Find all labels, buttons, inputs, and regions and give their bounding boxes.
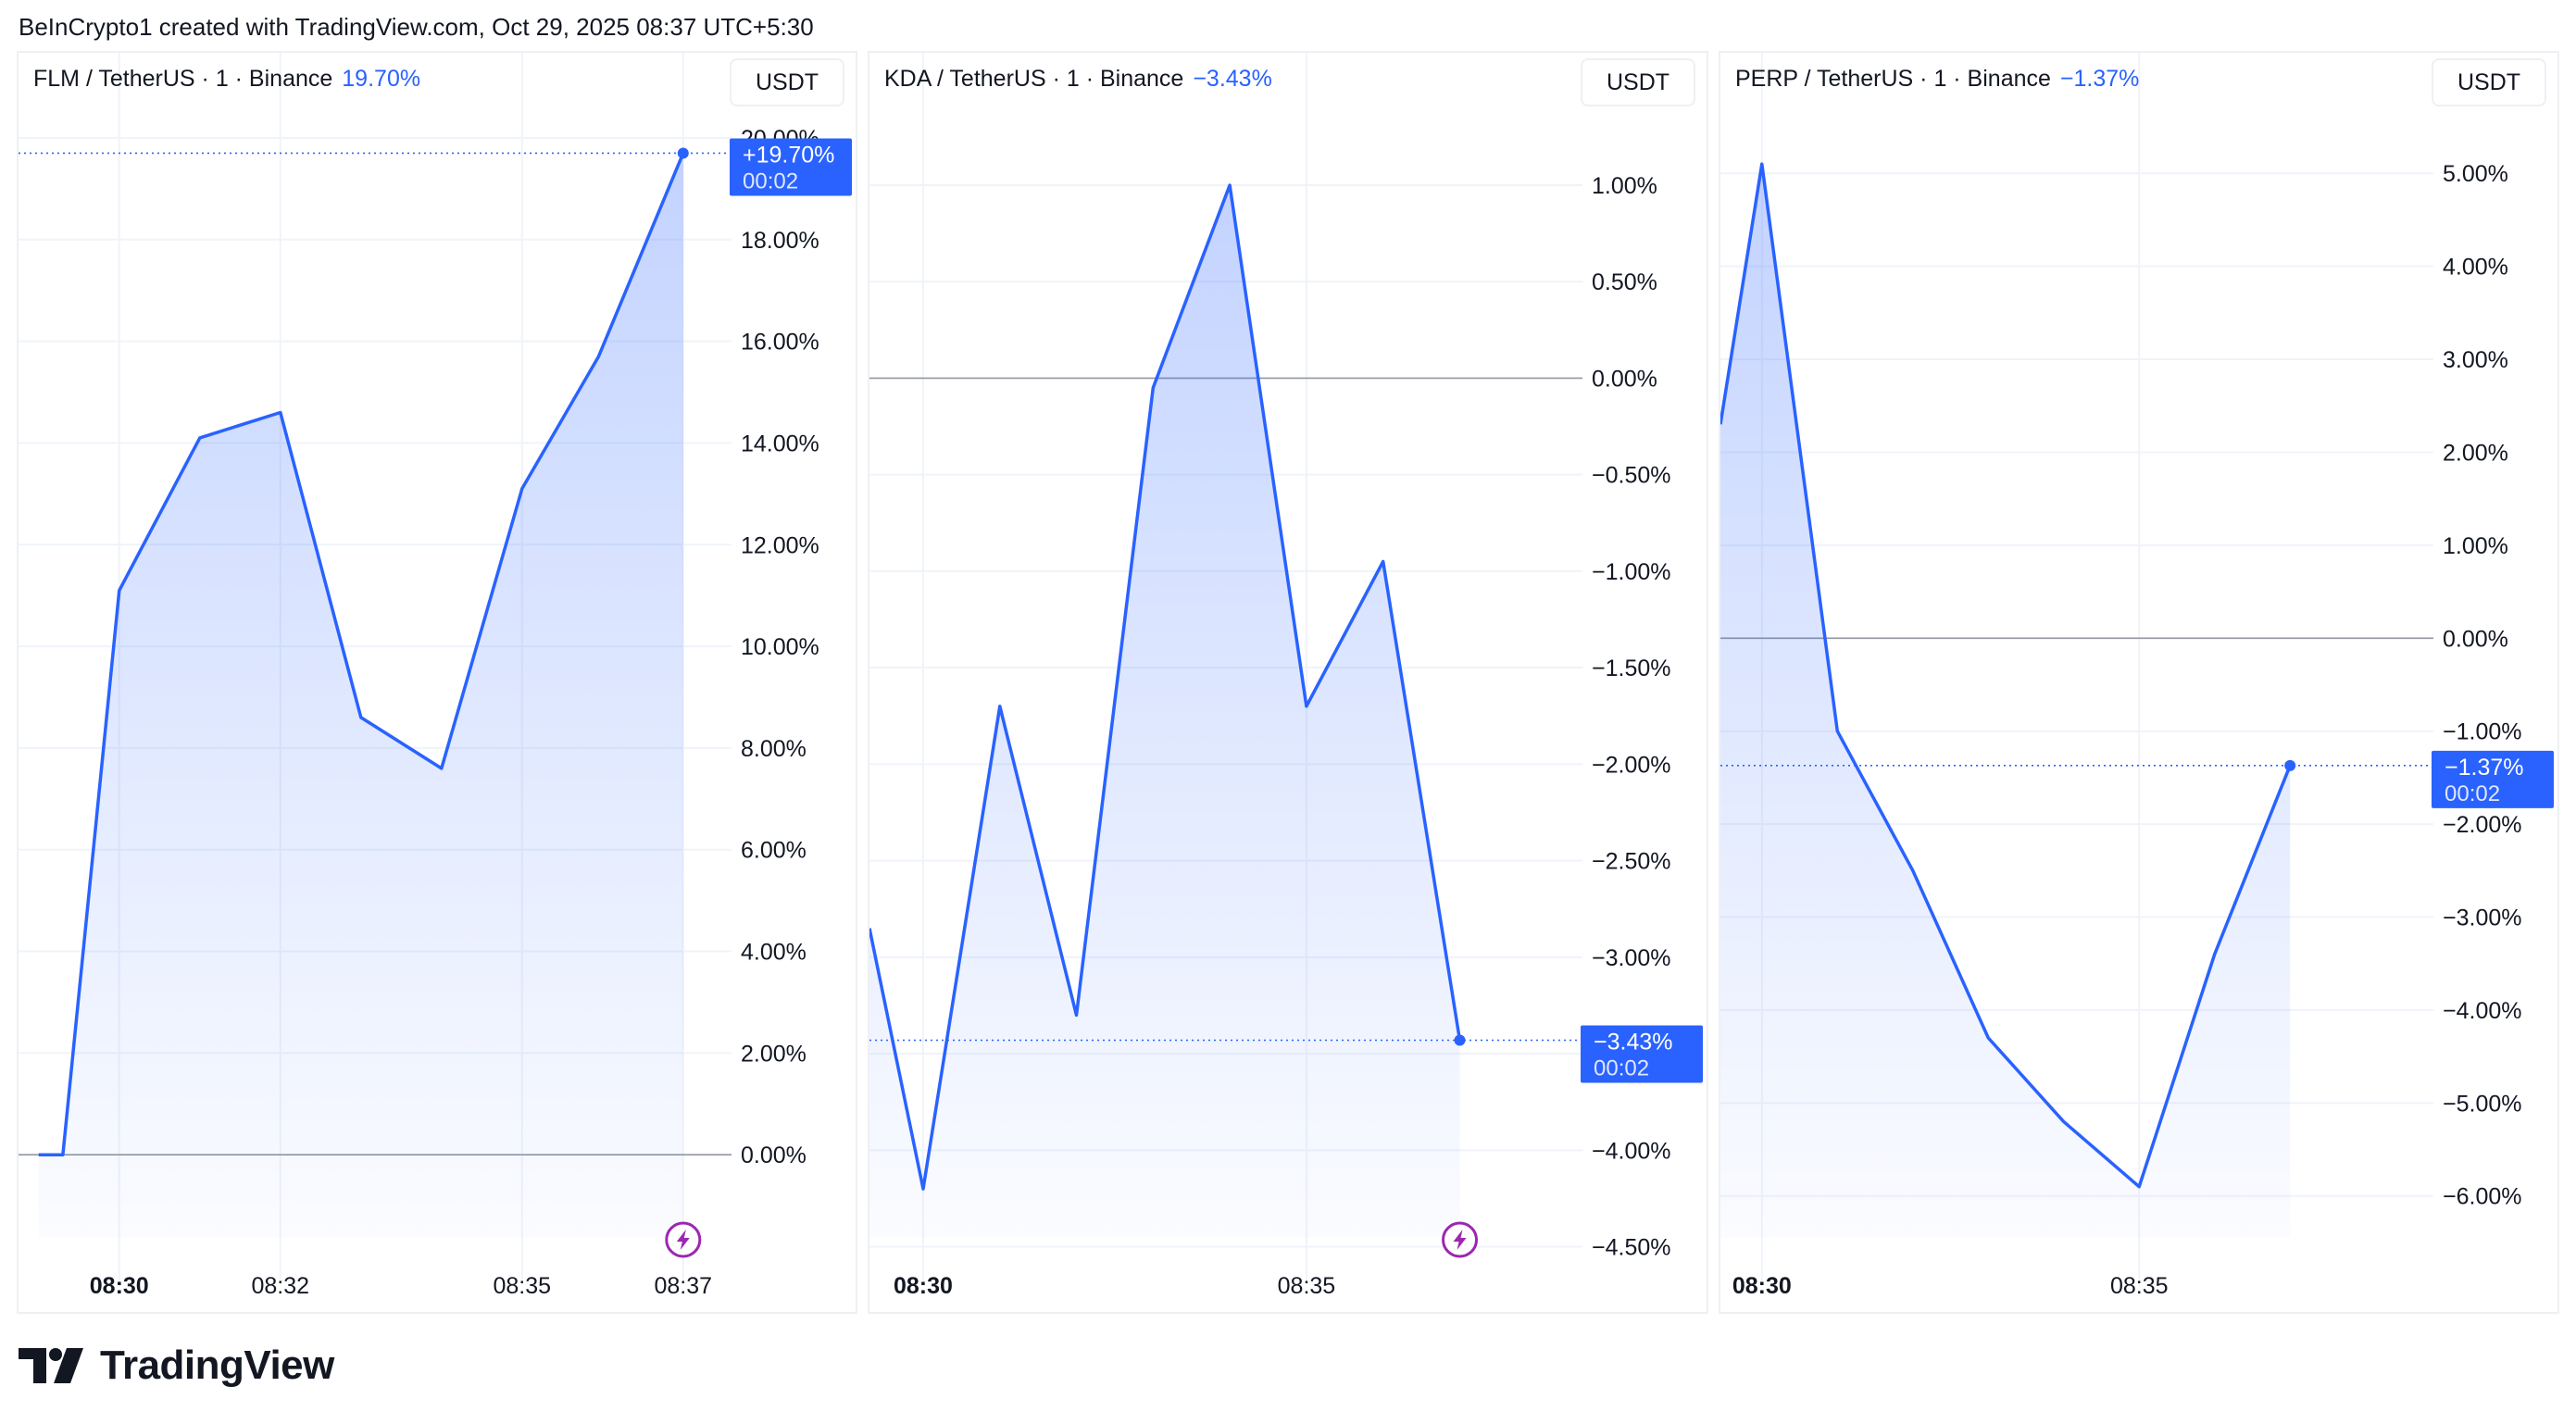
y-tick-label: 2.00% bbox=[2443, 440, 2508, 466]
y-tick-label: 18.00% bbox=[741, 228, 819, 254]
countdown-label: 00:02 bbox=[2445, 781, 2500, 806]
y-tick-label: −3.00% bbox=[2443, 906, 2522, 931]
last-value-badge bbox=[1581, 1025, 1703, 1083]
y-tick-label: −2.50% bbox=[1592, 849, 1671, 875]
y-tick-label: −2.00% bbox=[1592, 752, 1671, 778]
last-value-badge bbox=[2432, 750, 2554, 808]
lightning-icon bbox=[1442, 1221, 1479, 1258]
chart-svg-perp: 5.00% 4.00% 3.00% 2.00% 1.00% 0.00% −1.00% −2.0… bbox=[1720, 53, 2554, 1299]
chart-caption: BeInCrypto1 created with TradingView.com… bbox=[19, 13, 814, 41]
last-value-badge bbox=[730, 138, 852, 196]
last-value-label: +19.70% bbox=[743, 142, 834, 168]
price-line bbox=[38, 152, 685, 1156]
countdown-label: 00:02 bbox=[743, 169, 798, 194]
x-tick-label: 08:35 bbox=[1278, 1273, 1336, 1299]
x-tick-label: 08:37 bbox=[655, 1273, 713, 1299]
y-tick-label: 0.00% bbox=[2443, 626, 2508, 652]
y-tick-label: 4.00% bbox=[741, 940, 807, 966]
brand-name: TradingView bbox=[100, 1343, 334, 1388]
y-tick-label: 1.00% bbox=[1592, 173, 1657, 199]
x-tick-label: 08:35 bbox=[494, 1273, 552, 1299]
symbol-label: KDA / TetherUS · 1 · Binance bbox=[884, 66, 1184, 92]
x-tick-label: 08:30 bbox=[1732, 1273, 1792, 1299]
y-tick-label: 3.00% bbox=[2443, 347, 2508, 373]
last-value-label: −3.43% bbox=[1594, 1030, 1673, 1056]
price-line bbox=[869, 183, 1462, 1191]
y-tick-label: −4.00% bbox=[2443, 998, 2522, 1024]
y-tick-label: 4.00% bbox=[2443, 255, 2508, 281]
chart-svg-kda: 1.00% 0.50% 0.00% −0.50% −1.00% −1.50% −2.00% −… bbox=[869, 53, 1703, 1299]
last-price-point bbox=[677, 147, 689, 159]
y-tick-label: 2.00% bbox=[741, 1041, 807, 1067]
change-label: 19.70% bbox=[342, 66, 421, 92]
chart-panel-flm: 0.00% 2.00% 4.00% 6.00% 8.00% 10.00% 12.00% 14.… bbox=[17, 51, 857, 1314]
change-label: −1.37% bbox=[2059, 66, 2140, 92]
y-tick-label: 6.00% bbox=[741, 838, 807, 864]
y-tick-label: −2.00% bbox=[2443, 812, 2522, 838]
y-tick-label: −1.00% bbox=[1592, 559, 1671, 585]
symbol-label: PERP / TetherUS · 1 · Binance bbox=[1735, 66, 2051, 92]
change-label: −3.43% bbox=[1193, 66, 1272, 92]
y-tick-label: 5.00% bbox=[2443, 161, 2508, 187]
price-area bbox=[869, 185, 1460, 1238]
y-tick-label: 10.00% bbox=[741, 634, 819, 660]
last-value-label: −1.37% bbox=[2445, 755, 2524, 781]
chart-panel-perp: 5.00% 4.00% 3.00% 2.00% 1.00% 0.00% −1.00% −2.0… bbox=[1719, 51, 2559, 1314]
y-tick-label: 12.00% bbox=[741, 532, 819, 558]
chart-panel-kda: 1.00% 0.50% 0.00% −0.50% −1.00% −1.50% −2.00% −… bbox=[868, 51, 1708, 1314]
last-price-point bbox=[1454, 1034, 1466, 1046]
currency-unit-button[interactable]: USDT bbox=[730, 58, 844, 106]
x-tick-label: 08:30 bbox=[894, 1273, 953, 1299]
symbol-legend[interactable]: FLM / TetherUS · 1 · Binance 19.70% bbox=[33, 66, 420, 93]
y-tick-label: −0.50% bbox=[1592, 463, 1671, 489]
y-tick-label: −4.50% bbox=[1592, 1235, 1671, 1261]
y-tick-label: 0.00% bbox=[741, 1143, 807, 1168]
currency-unit-button[interactable]: USDT bbox=[2432, 58, 2546, 106]
y-tick-label: −1.50% bbox=[1592, 656, 1671, 681]
y-tick-label: 0.00% bbox=[1592, 366, 1657, 392]
symbol-legend[interactable]: PERP / TetherUS · 1 · Binance −1.37% bbox=[1735, 66, 2139, 93]
y-tick-label: −1.00% bbox=[2443, 719, 2522, 745]
symbol-legend[interactable]: KDA / TetherUS · 1 · Binance −3.43% bbox=[884, 66, 1272, 93]
y-tick-label: −5.00% bbox=[2443, 1091, 2522, 1117]
price-line bbox=[1720, 162, 2292, 1189]
y-tick-label: 8.00% bbox=[741, 736, 807, 762]
x-tick-label: 08:30 bbox=[90, 1273, 149, 1299]
y-tick-label: 1.00% bbox=[2443, 533, 2508, 559]
x-tick-label: 08:35 bbox=[2110, 1273, 2169, 1299]
y-tick-label: 16.00% bbox=[741, 330, 819, 356]
y-tick-label: −3.00% bbox=[1592, 945, 1671, 971]
lightning-icon-bolt bbox=[676, 1230, 690, 1250]
x-tick-label: 08:32 bbox=[251, 1273, 309, 1299]
tradingview-logo-icon bbox=[19, 1348, 83, 1383]
y-tick-label: −6.00% bbox=[2443, 1184, 2522, 1210]
currency-unit-button[interactable]: USDT bbox=[1581, 58, 1695, 106]
symbol-label: FLM / TetherUS · 1 · Binance bbox=[33, 66, 333, 92]
last-price-point bbox=[2284, 759, 2296, 771]
chart-svg-flm: 0.00% 2.00% 4.00% 6.00% 8.00% 10.00% 12.00% 14.… bbox=[19, 53, 852, 1299]
price-area bbox=[38, 153, 683, 1238]
countdown-label: 00:02 bbox=[1594, 1056, 1649, 1081]
price-area bbox=[1720, 164, 2291, 1239]
lightning-icon bbox=[665, 1221, 702, 1258]
tradingview-brand[interactable]: TradingView bbox=[19, 1343, 334, 1389]
lightning-icon-bolt bbox=[1453, 1230, 1467, 1250]
y-tick-label: 0.50% bbox=[1592, 269, 1657, 295]
y-tick-label: −4.00% bbox=[1592, 1138, 1671, 1164]
y-tick-label: 14.00% bbox=[741, 431, 819, 456]
